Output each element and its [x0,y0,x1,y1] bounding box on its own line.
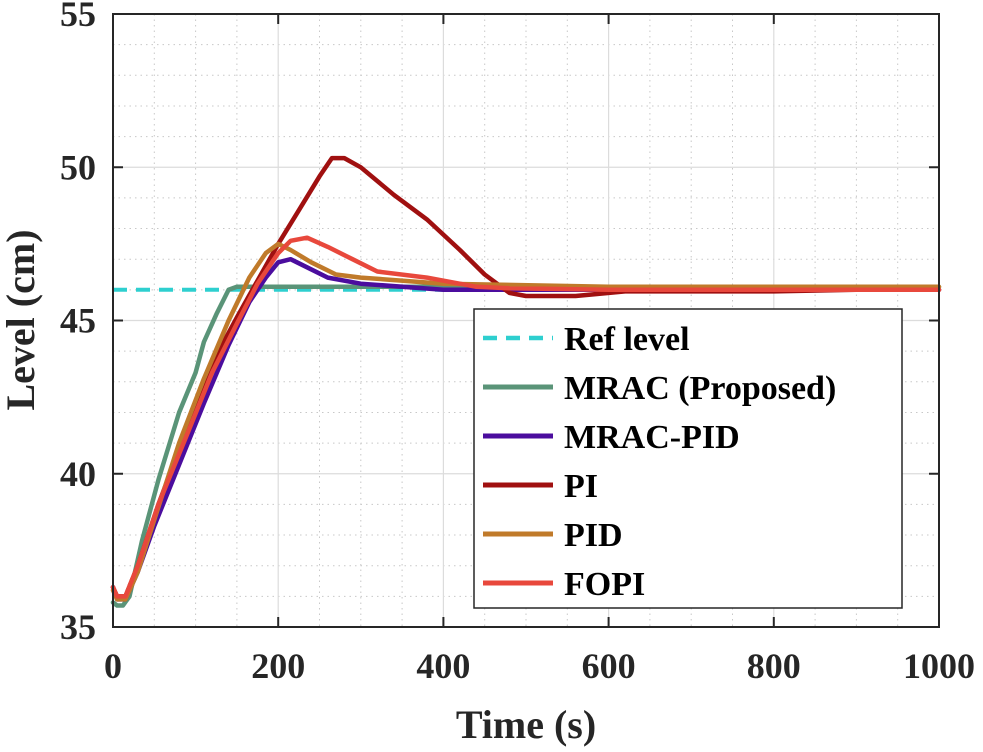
y-tick-label: 35 [60,607,96,647]
plot-frame [112,13,940,628]
x-tick-label: 0 [104,646,122,686]
series-line-fopi [110,235,942,599]
legend-box [473,308,903,609]
x-axis-label: Time (s) [456,702,596,747]
series-line-mrac-proposed [110,284,942,608]
y-tick-label: 50 [60,147,96,187]
legend: Ref level MRAC (Proposed) MRAC-PID PI PID FOP… [473,308,903,609]
series-layer [110,155,942,608]
legend-label-pi: PI [564,468,598,505]
x-tick-label: 400 [416,646,470,686]
legend-label-fopi: FOPI [564,566,645,603]
x-tick-label: 1000 [903,646,975,686]
legend-label-ref-level: Ref level [564,321,690,358]
x-tick-labels: 0 200 400 600 800 1000 [104,646,975,686]
y-tick-label: 55 [60,0,96,34]
y-tick-label: 45 [60,301,96,341]
x-tick-label: 800 [747,646,801,686]
y-axis-label: Level (cm) [0,229,43,410]
x-tick-label: 600 [582,646,636,686]
legend-label-mrac-pid: MRAC-PID [564,419,740,456]
x-tick-label: 200 [251,646,305,686]
y-tick-label: 40 [60,454,96,494]
y-tick-labels: 35 40 45 50 55 [60,0,96,647]
legend-label-mrac-proposed: MRAC (Proposed) [564,370,836,407]
legend-label-pid: PID [564,517,623,554]
